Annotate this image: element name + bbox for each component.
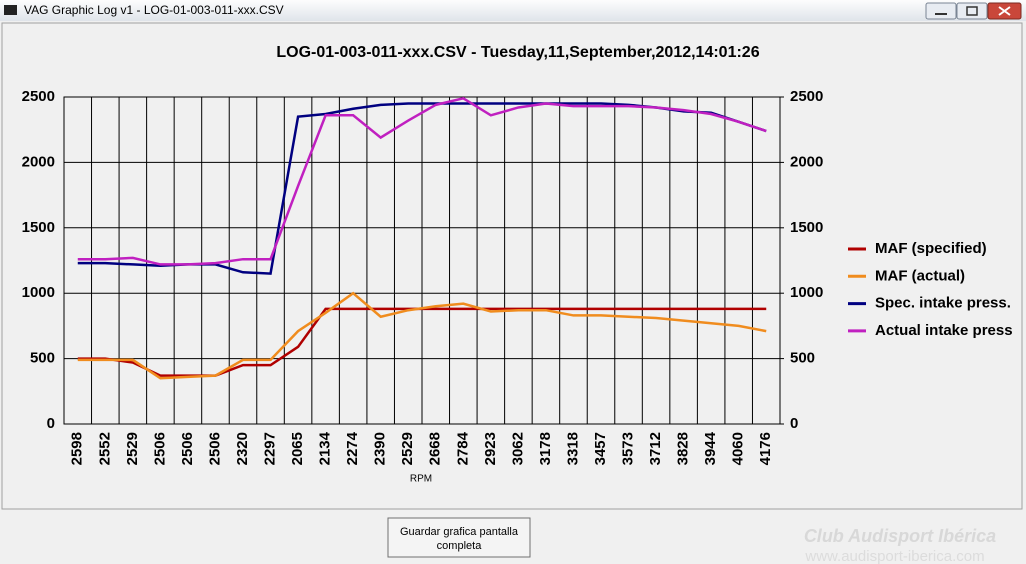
y2-tick-label: 2000 [790,153,823,170]
y-tick-label: 1000 [22,284,55,301]
x-tick-label: 2134 [317,431,334,465]
x-tick-label: 2390 [372,432,389,465]
x-axis-label: RPM [410,474,432,485]
chart-title: LOG-01-003-011-xxx.CSV - Tuesday,11,Sept… [276,44,759,61]
legend-label: MAF (actual) [875,267,965,284]
x-tick-label: 3318 [564,432,581,465]
x-tick-label: 2065 [289,432,306,465]
x-tick-label: 2552 [96,432,113,465]
x-tick-label: 4176 [757,432,774,465]
x-tick-label: 2506 [151,432,168,465]
watermark: Club Audisport Ibérica [804,526,996,546]
y-tick-label: 0 [47,415,55,432]
plot: 0 500 1000 1500 2000 2500 0 500 1000 1500 2000 2500… [22,88,1013,465]
legend-label: Actual intake press [875,322,1013,339]
x-tick-label: 2529 [399,432,416,465]
x-tick-label: 3062 [509,432,526,465]
y-tick-label: 2500 [22,88,55,105]
maximize-icon [966,6,978,16]
window-title: VAG Graphic Log v1 - LOG-01-003-011-xxx.… [24,3,284,17]
x-tick-label: 3457 [592,432,609,465]
title-bar [0,0,1026,21]
x-tick-label: 3944 [702,431,719,465]
app-icon [4,5,17,15]
y2-tick-label: 0 [790,415,798,432]
legend-label: MAF (specified) [875,240,987,257]
x-tick-label: 4060 [730,432,747,465]
y2-tick-label: 500 [790,350,815,367]
x-tick-label: 2320 [234,432,251,465]
x-tick-label: 3828 [675,432,692,465]
save-button[interactable] [387,517,531,558]
y-tick-label: 500 [30,350,55,367]
series-line [77,96,767,266]
x-tick-label: 2506 [206,432,223,465]
legend-label: Spec. intake press. [875,295,1011,312]
x-tick-label: 3573 [620,432,637,465]
x-tick-label: 2297 [262,432,279,465]
y2-tick-label: 2500 [790,88,823,105]
plot-frame [63,96,781,425]
series-line [77,291,767,380]
x-tick-label: 2529 [124,432,141,465]
maximize-button[interactable] [956,2,988,20]
x-tick-label: 2668 [427,432,444,465]
x-tick-label: 2784 [454,431,471,465]
y2-tick-label: 1000 [790,284,823,301]
close-icon [998,6,1011,16]
button-label: Guardar grafica pantalla [400,526,519,538]
x-tick-label: 2274 [344,431,361,465]
minimize-button[interactable] [925,2,957,20]
watermark: www.audisport-iberica.com [804,548,984,564]
x-tick-label: 3178 [537,432,554,465]
y-tick-label: 1500 [22,219,55,236]
x-tick-label: 2923 [482,432,499,465]
y2-tick-label: 1500 [790,219,823,236]
button-label: completa [437,540,483,552]
x-tick-label: 3712 [647,432,664,465]
y-tick-label: 2000 [22,153,55,170]
x-tick-label: 2598 [69,432,86,465]
x-tick-label: 2506 [179,432,196,465]
